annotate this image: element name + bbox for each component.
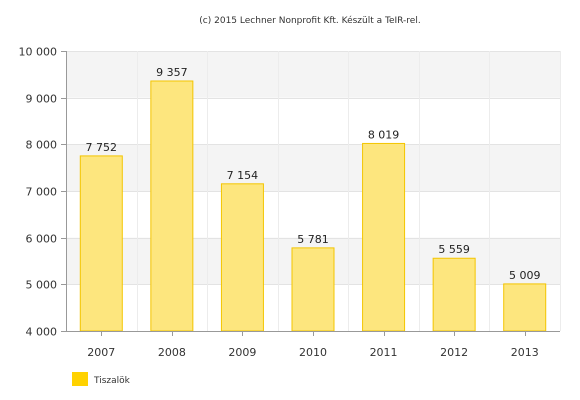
x-tick-label-2007: 2007 (87, 346, 115, 359)
plot-band (66, 51, 560, 98)
data-label-2013: 5 009 (509, 269, 541, 282)
bar-2008 (150, 80, 194, 332)
data-label-2007: 7 752 (86, 141, 118, 154)
data-label-2012: 5 559 (438, 243, 470, 256)
bar-series (79, 80, 547, 332)
data-label-2011: 8 019 (368, 128, 400, 141)
bar-2009 (220, 183, 264, 332)
y-tick-label: 10 000 (19, 46, 58, 59)
x-tick-label-2010: 2010 (299, 346, 327, 359)
credit-text: (c) 2015 Lechner Nonprofit Kft. Készült … (199, 15, 420, 26)
x-tick-labels: 2007 2008 2009 2010 2011 2012 2013 (87, 346, 538, 359)
y-tick-label: 7 000 (26, 186, 58, 199)
y-tick-label: 6 000 (26, 233, 58, 246)
y-tick-label: 8 000 (26, 139, 58, 152)
bar-2013 (503, 283, 547, 332)
x-tick-label-2011: 2011 (370, 346, 398, 359)
data-labels: 7 752 9 357 7 154 5 781 8 019 5 559 5 009 (86, 66, 541, 282)
bar-2010 (291, 247, 335, 332)
data-label-2008: 9 357 (156, 66, 188, 79)
bar-2012 (432, 257, 476, 332)
x-tick-label-2012: 2012 (440, 346, 468, 359)
plot-bands (66, 51, 560, 285)
y-tick-label: 9 000 (26, 93, 58, 106)
data-label-2010: 5 781 (297, 233, 329, 246)
legend-swatch (72, 372, 88, 386)
x-tick-label-2013: 2013 (511, 346, 539, 359)
plot-band (66, 144, 560, 191)
gridlines (66, 51, 561, 332)
y-tick-label: 4 000 (26, 326, 58, 339)
x-tick-label-2009: 2009 (228, 346, 256, 359)
y-tick-label: 5 000 (26, 279, 58, 292)
x-tick-label-2008: 2008 (158, 346, 186, 359)
y-tick-labels: 4 000 5 000 6 000 7 000 8 000 9 000 10 000 (19, 46, 58, 339)
data-label-2009: 7 154 (227, 169, 259, 182)
bar-2007 (79, 155, 123, 332)
axes (61, 51, 560, 336)
bar-2011 (362, 142, 406, 332)
legend-label: Tiszalök (93, 376, 131, 386)
legend: Tiszalök (72, 372, 131, 386)
